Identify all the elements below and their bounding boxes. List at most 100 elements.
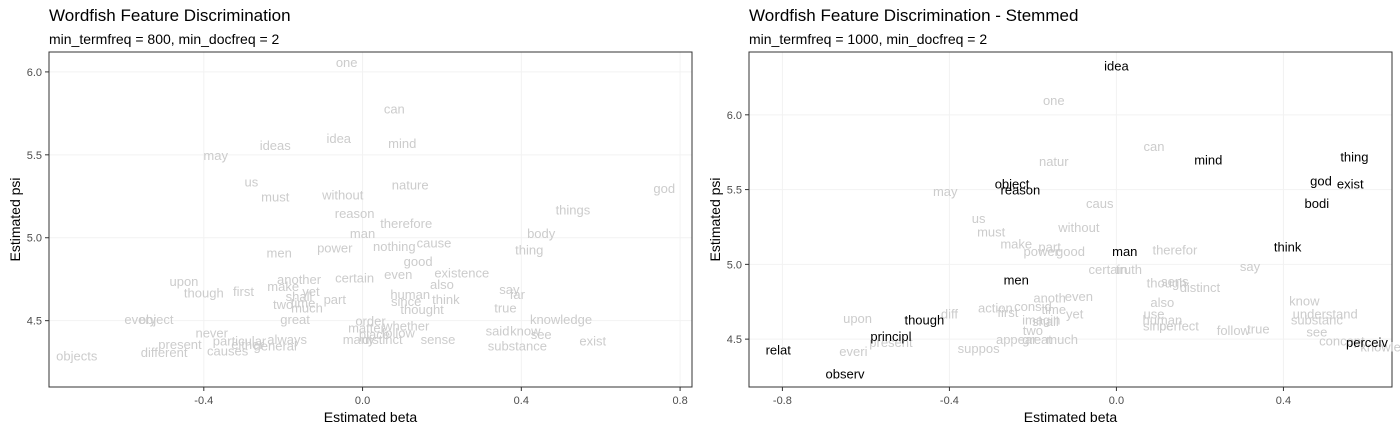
feature-label: things <box>556 203 591 218</box>
feature-label-highlighted: bodi <box>1305 196 1330 211</box>
feature-label: many <box>343 332 375 347</box>
feature-label: distinct <box>1180 280 1221 295</box>
feature-label: yet <box>302 284 320 299</box>
feature-label: may <box>203 148 228 163</box>
feature-label: good <box>1056 244 1085 259</box>
chart-subtitle: min_termfreq = 800, min_docfreq = 2 <box>49 31 280 47</box>
feature-label: certain <box>1089 262 1128 277</box>
feature-label: see <box>1306 325 1327 340</box>
feature-label: concept <box>1319 334 1365 349</box>
feature-label: mind <box>388 136 416 151</box>
chart-subtitle: min_termfreq = 1000, min_docfreq = 2 <box>749 31 988 47</box>
feature-label: always <box>267 332 307 347</box>
feature-label: great <box>1022 332 1052 347</box>
feature-label: nothing <box>373 239 416 254</box>
y-tick-label: 5.5 <box>727 185 742 197</box>
feature-label-highlighted: perceiv <box>1346 335 1388 350</box>
y-axis-title: Estimated psi <box>7 177 23 261</box>
feature-label: must <box>261 189 290 204</box>
plot-border <box>748 51 1393 388</box>
x-tick-label: 0.8 <box>672 395 687 407</box>
feature-label: place <box>359 327 390 342</box>
feature-label: object <box>139 312 174 327</box>
feature-label: since <box>1143 319 1173 334</box>
feature-label: idea <box>326 131 351 146</box>
feature-label: even <box>384 267 412 282</box>
feature-label: particular <box>213 334 267 349</box>
feature-label: first <box>233 284 254 299</box>
feature-label: therefore <box>380 216 432 231</box>
feature-label: therefor <box>1152 242 1197 257</box>
feature-label: say <box>499 282 520 297</box>
feature-label: can <box>384 101 405 116</box>
feature-label-highlighted: man <box>1112 244 1137 259</box>
feature-label: power <box>1024 244 1060 259</box>
feature-label-highlighted: thing <box>1340 150 1368 165</box>
feature-label-highlighted: observ <box>826 367 866 382</box>
y-tick-label: 5.0 <box>27 233 42 245</box>
feature-label: part <box>324 292 347 307</box>
feature-label: upon <box>843 311 872 326</box>
y-tick-label: 4.5 <box>727 334 742 346</box>
feature-label: us <box>245 174 259 189</box>
plot-border <box>48 51 693 388</box>
feature-label-highlighted: exist <box>1337 177 1364 192</box>
x-axis-title: Estimated beta <box>1024 409 1118 425</box>
feature-label: two <box>273 297 293 312</box>
feature-label: shall <box>286 289 313 304</box>
feature-label: know <box>510 324 541 339</box>
y-tick-label: 5.0 <box>727 259 742 271</box>
feature-label: certain <box>335 271 374 286</box>
feature-label: nature <box>392 178 429 193</box>
feature-label: may <box>933 184 958 199</box>
feature-label: reason <box>335 206 375 221</box>
feature-label: first <box>997 305 1018 320</box>
feature-label: true <box>494 300 516 315</box>
feature-label: great <box>280 312 310 327</box>
feature-label: follow <box>1217 323 1251 338</box>
feature-label-highlighted: mind <box>1194 153 1222 168</box>
feature-label: make <box>1000 236 1032 251</box>
feature-label: general <box>254 339 297 354</box>
feature-label: causes <box>207 344 249 359</box>
feature-label: order <box>355 314 386 329</box>
feature-label-highlighted: idea <box>1104 58 1129 73</box>
feature-label: shall <box>1032 314 1059 329</box>
feature-label: thing <box>515 242 543 257</box>
y-tick-label: 4.5 <box>27 316 42 328</box>
feature-label: existence <box>434 266 489 281</box>
feature-label: see <box>531 327 552 342</box>
chart-panel-left: -0.4 0.0 0.4 0.8 4.5 5.0 5.5 6.0 Estimated beta E… <box>7 6 693 425</box>
feature-label: good <box>404 254 433 269</box>
y-tick-label: 5.5 <box>27 150 42 162</box>
feature-label: follow <box>382 325 416 340</box>
feature-label: though <box>1147 275 1187 290</box>
feature-label: objects <box>56 348 98 363</box>
feature-label: another <box>277 272 322 287</box>
feature-label: suppos <box>958 341 1000 356</box>
feature-label: substance <box>488 339 547 354</box>
feature-label: say <box>1240 259 1261 274</box>
feature-label: natur <box>1039 154 1069 169</box>
feature-label-highlighted: men <box>1004 272 1029 287</box>
feature-label: knowledg <box>1360 340 1400 355</box>
feature-label: yet <box>1066 307 1084 322</box>
feature-label: true <box>1247 322 1269 337</box>
feature-label-highlighted: god <box>1310 174 1332 189</box>
feature-label: substanc <box>1291 313 1344 328</box>
feature-label: can <box>1144 139 1165 154</box>
feature-label: body <box>527 226 556 241</box>
feature-label: thought <box>400 302 444 317</box>
x-tick-label: -0.4 <box>194 395 213 407</box>
feature-label: make <box>267 279 299 294</box>
scatter-plot-unstemmed: -0.4 0.0 0.4 0.8 4.5 5.0 5.5 6.0 Estimated beta E… <box>7 51 693 425</box>
y-axis-title: Estimated psi <box>707 177 723 261</box>
feature-label-highlighted: object <box>995 177 1030 192</box>
feature-label: part <box>1038 239 1061 254</box>
feature-label: action <box>978 301 1013 316</box>
feature-label: though <box>184 285 224 300</box>
feature-label: also <box>1150 295 1174 310</box>
chart-title: Wordfish Feature Discrimination <box>49 6 291 25</box>
x-tick-label: -0.8 <box>773 395 792 407</box>
